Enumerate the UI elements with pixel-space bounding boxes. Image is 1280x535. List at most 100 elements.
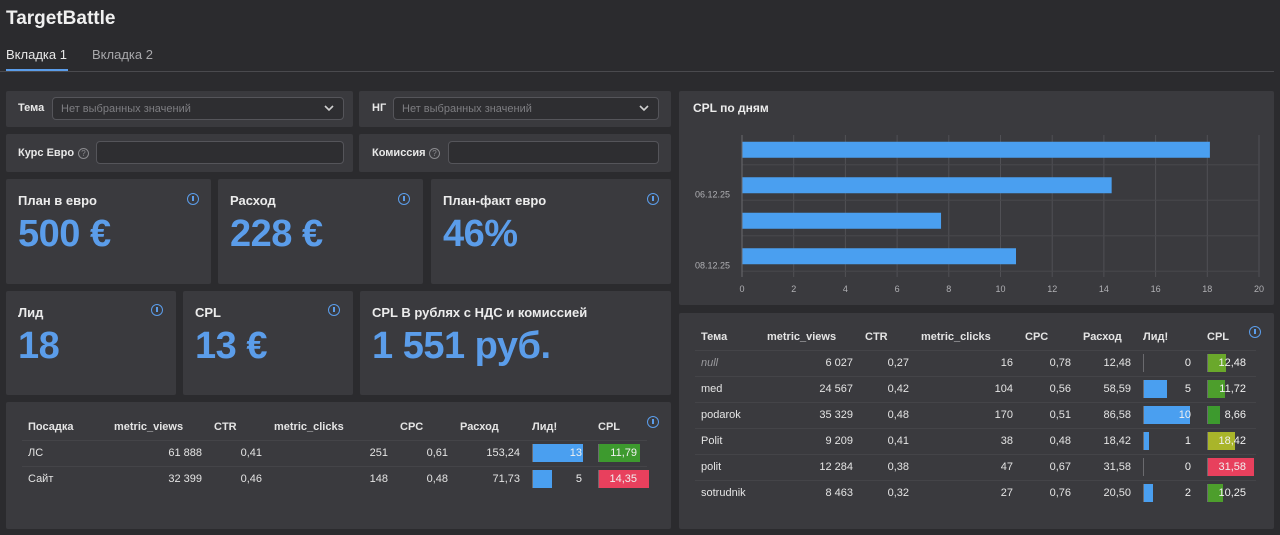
filter-tema-placeholder: Нет выбранных значений — [61, 103, 191, 115]
table-row[interactable]: Polit 9 209 0,41 38 0,48 18,42 1 18,42 — [695, 428, 1256, 454]
cell-metric-views: 12 284 — [819, 461, 853, 473]
data-bar — [1208, 354, 1226, 372]
column-header[interactable]: metric_clicks — [921, 330, 991, 343]
y-tick-label: 08.12.25 — [695, 260, 730, 270]
cell-metric-clicks: 251 — [369, 447, 388, 459]
cell-cpc: 0,48 — [426, 473, 448, 486]
data-bar — [1208, 380, 1225, 398]
table-row[interactable]: ЛС 61 888 0,41 251 0,61 153,24 13 11,79 — [22, 440, 647, 466]
cell-name: ЛС — [28, 447, 44, 459]
x-tick-label: 2 — [791, 284, 796, 294]
column-header[interactable]: CPL — [598, 420, 620, 433]
cell-metric-views: 6 027 — [825, 357, 853, 369]
bar-value: 8,66 — [1224, 409, 1246, 421]
column-header[interactable]: CPL — [1207, 330, 1229, 343]
bar[interactable] — [742, 212, 942, 229]
column-header[interactable]: metric_views — [114, 420, 184, 433]
data-bar — [1144, 380, 1167, 398]
cpl-chart-panel: CPL по дням 0 2 4 6 8 10 12 14 16 18 20 06.12.25 08.… — [679, 91, 1274, 305]
cell-rashod: 71,73 — [492, 473, 520, 486]
table-row[interactable]: polit 12 284 0,38 47 0,67 31,58 0 31,58 — [695, 454, 1256, 480]
cell-cpc: 0,78 — [1049, 357, 1071, 369]
tema-table-panel: Тема metric_views CTR metric_clicks CPC … — [679, 313, 1274, 529]
data-bar — [1144, 432, 1149, 450]
column-header[interactable]: Лид! — [532, 420, 558, 433]
x-tick-label: 18 — [1202, 284, 1212, 294]
kpi-cpl-rub-value: 1 551 руб. — [372, 325, 551, 367]
cell-cpl-bar: 11,72 — [1201, 376, 1256, 402]
bar-value: 10,25 — [1218, 487, 1246, 500]
x-tick-label: 12 — [1047, 284, 1057, 294]
info-icon[interactable] — [398, 193, 410, 205]
cell-metric-views: 24 567 — [819, 383, 853, 395]
cell-cpc: 0,67 — [1049, 461, 1071, 473]
kpi-rashod-value: 228 € — [230, 213, 323, 255]
y-tick-label: 06.12.25 — [695, 189, 730, 199]
filter-tema-label: Тема — [18, 102, 45, 114]
cell-cpc: 0,61 — [426, 447, 448, 459]
kpi-cpl-value: 13 € — [195, 325, 267, 367]
tab-1[interactable]: Вкладка 1 — [6, 47, 67, 62]
column-header[interactable]: Расход — [460, 420, 499, 433]
cell-cpc: 0,76 — [1049, 487, 1071, 500]
question-icon[interactable]: ? — [78, 148, 89, 159]
column-header[interactable]: metric_clicks — [274, 420, 344, 433]
cell-rashod: 12,48 — [1103, 357, 1131, 369]
cell-lid-bar: 0 — [1137, 454, 1201, 480]
cell-rashod: 153,24 — [486, 447, 520, 459]
column-header[interactable]: CTR — [214, 420, 237, 433]
info-icon[interactable] — [187, 193, 199, 205]
column-header[interactable]: CPC — [1025, 330, 1049, 343]
data-bar — [1144, 484, 1153, 503]
cell-cpl-bar: 12,48 — [1201, 350, 1256, 376]
data-bar — [1208, 406, 1220, 424]
cell-ctr: 0,27 — [887, 357, 909, 369]
bar-value: 0 — [1184, 357, 1191, 369]
filter-tema-select[interactable]: Нет выбранных значений — [52, 97, 344, 120]
info-icon[interactable] — [1249, 326, 1261, 338]
bar-value: 5 — [575, 473, 582, 486]
column-header[interactable]: Расход — [1083, 330, 1122, 343]
filter-komissiya-label: Комиссия — [372, 147, 426, 159]
bar[interactable] — [742, 248, 1017, 265]
column-header[interactable]: metric_views — [767, 330, 837, 343]
column-header[interactable]: Тема — [701, 330, 728, 343]
cell-name: Polit — [701, 435, 723, 447]
cell-cpc: 0,48 — [1049, 435, 1071, 447]
info-icon[interactable] — [328, 304, 340, 316]
data-bar — [533, 444, 583, 462]
filter-ng-select[interactable]: Нет выбранных значений — [393, 97, 659, 120]
column-header[interactable]: CPC — [400, 420, 424, 433]
info-icon[interactable] — [647, 193, 659, 205]
table-row[interactable]: med 24 567 0,42 104 0,56 58,59 5 11,72 — [695, 376, 1256, 402]
table-row[interactable]: Сайт 32 399 0,46 148 0,48 71,73 5 14,35 — [22, 466, 649, 492]
cell-ctr: 0,42 — [887, 383, 909, 395]
column-header[interactable]: CTR — [865, 330, 888, 343]
table-row[interactable]: podarok 35 329 0,48 170 0,51 86,58 10 8,66 — [695, 402, 1256, 428]
table-row[interactable]: null 6 027 0,27 16 0,78 12,48 0 12,48 — [695, 350, 1256, 376]
tab-2[interactable]: Вкладка 2 — [92, 47, 153, 62]
cell-ctr: 0,41 — [240, 447, 262, 459]
cell-ctr: 0,48 — [887, 409, 909, 421]
komissiya-input[interactable] — [448, 141, 659, 164]
table-row[interactable]: sotrudnik 8 463 0,32 27 0,76 20,50 2 10,25 — [695, 480, 1256, 506]
kpi-lid-card: Лид 18 — [6, 291, 176, 395]
cell-cpl-bar: 18,42 — [1201, 428, 1256, 454]
kpi-planfakt-card: План-факт евро 46% — [431, 179, 671, 284]
column-header[interactable]: Посадка — [28, 420, 74, 433]
cell-name: null — [701, 357, 719, 369]
bar[interactable] — [742, 141, 1210, 158]
column-header[interactable]: Лид! — [1143, 330, 1169, 343]
active-tab-indicator — [6, 69, 68, 71]
info-icon[interactable] — [647, 416, 659, 428]
question-icon[interactable]: ? — [429, 148, 440, 159]
filter-ng-placeholder: Нет выбранных значений — [402, 103, 532, 115]
bar-value: 11,79 — [610, 447, 637, 459]
chevron-down-icon — [639, 105, 649, 112]
data-bar — [599, 470, 649, 489]
kurs-evro-input[interactable] — [96, 141, 344, 164]
chevron-down-icon — [324, 105, 334, 112]
bar[interactable] — [742, 177, 1112, 194]
filter-kurs-label: Курс Евро — [18, 147, 75, 159]
info-icon[interactable] — [151, 304, 163, 316]
